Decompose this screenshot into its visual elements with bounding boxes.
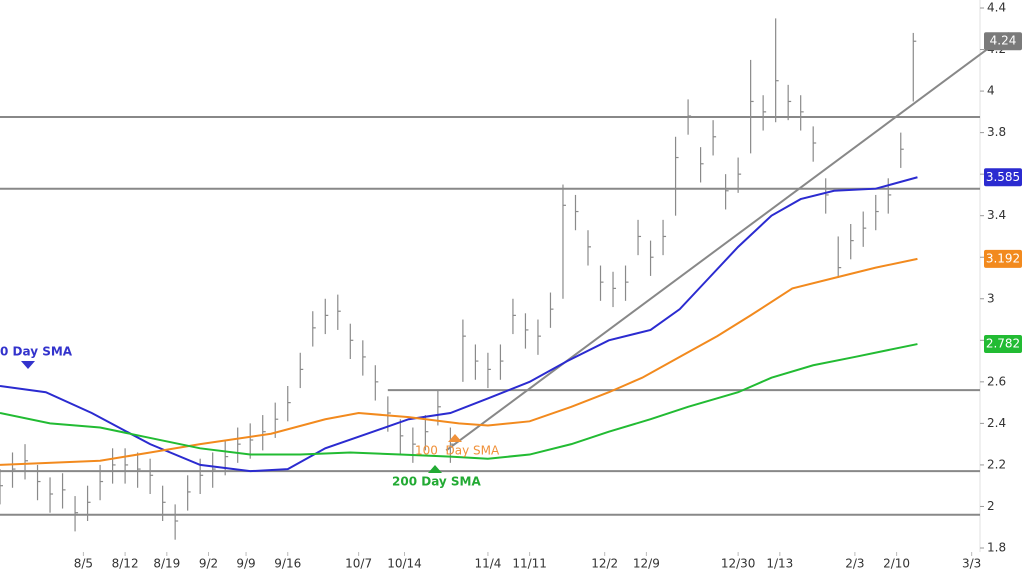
x-tick-label: 9/16 [274, 557, 301, 571]
x-tick-label: 1/13 [766, 557, 793, 571]
y-tick-label: 1.8 [987, 541, 1006, 555]
trend-line [445, 32, 1010, 452]
y-tick-label: 2.4 [987, 416, 1006, 430]
annotation: 200 Day SMA [392, 475, 482, 489]
y-tick-label: 4.4 [987, 1, 1006, 15]
annotation: 100 Day SMA [415, 444, 500, 458]
x-tick-label: 2/3 [845, 557, 864, 571]
value-tag-label: 4.24 [990, 34, 1017, 48]
x-tick-label: 12/2 [591, 557, 618, 571]
y-tick-label: 4 [987, 84, 995, 98]
x-tick-label: 10/7 [345, 557, 372, 571]
value-tag [984, 32, 1022, 51]
y-tick-label: 2.6 [987, 374, 1006, 388]
annotation-marker [21, 361, 35, 369]
x-tick-label: 9/9 [236, 557, 255, 571]
x-tick-label: 11/11 [512, 557, 547, 571]
x-tick-label: 9/2 [199, 557, 218, 571]
x-tick-label: 8/19 [153, 557, 180, 571]
sma-line [0, 176, 918, 473]
value-tag [984, 335, 1022, 354]
y-tick-label: 3 [987, 291, 995, 305]
value-tag [984, 168, 1022, 187]
y-tick-label: 2 [987, 499, 995, 513]
annotation-marker [428, 465, 442, 473]
x-tick-label: 11/4 [474, 557, 501, 571]
y-tick-label: 3.8 [987, 125, 1006, 139]
value-tag-label: 3.585 [986, 170, 1020, 184]
x-tick-label: 8/5 [74, 557, 93, 571]
value-tag-label: 3.192 [986, 251, 1020, 265]
x-tick-label: 12/9 [633, 557, 660, 571]
annotation-marker [448, 434, 462, 442]
x-tick-label: 3/3 [962, 557, 981, 571]
value-tag-label: 2.782 [986, 337, 1020, 351]
annotation: 0 Day SMA [0, 345, 73, 359]
y-tick-label: 3.4 [987, 208, 1006, 222]
x-tick-label: 10/14 [387, 557, 422, 571]
x-tick-label: 12/30 [721, 557, 756, 571]
sma-line [0, 343, 918, 460]
y-tick-label: 2.2 [987, 457, 1006, 471]
x-tick-label: 2/10 [883, 557, 910, 571]
x-tick-label: 8/12 [112, 557, 139, 571]
sma-line [0, 257, 918, 466]
value-tag [984, 249, 1022, 268]
